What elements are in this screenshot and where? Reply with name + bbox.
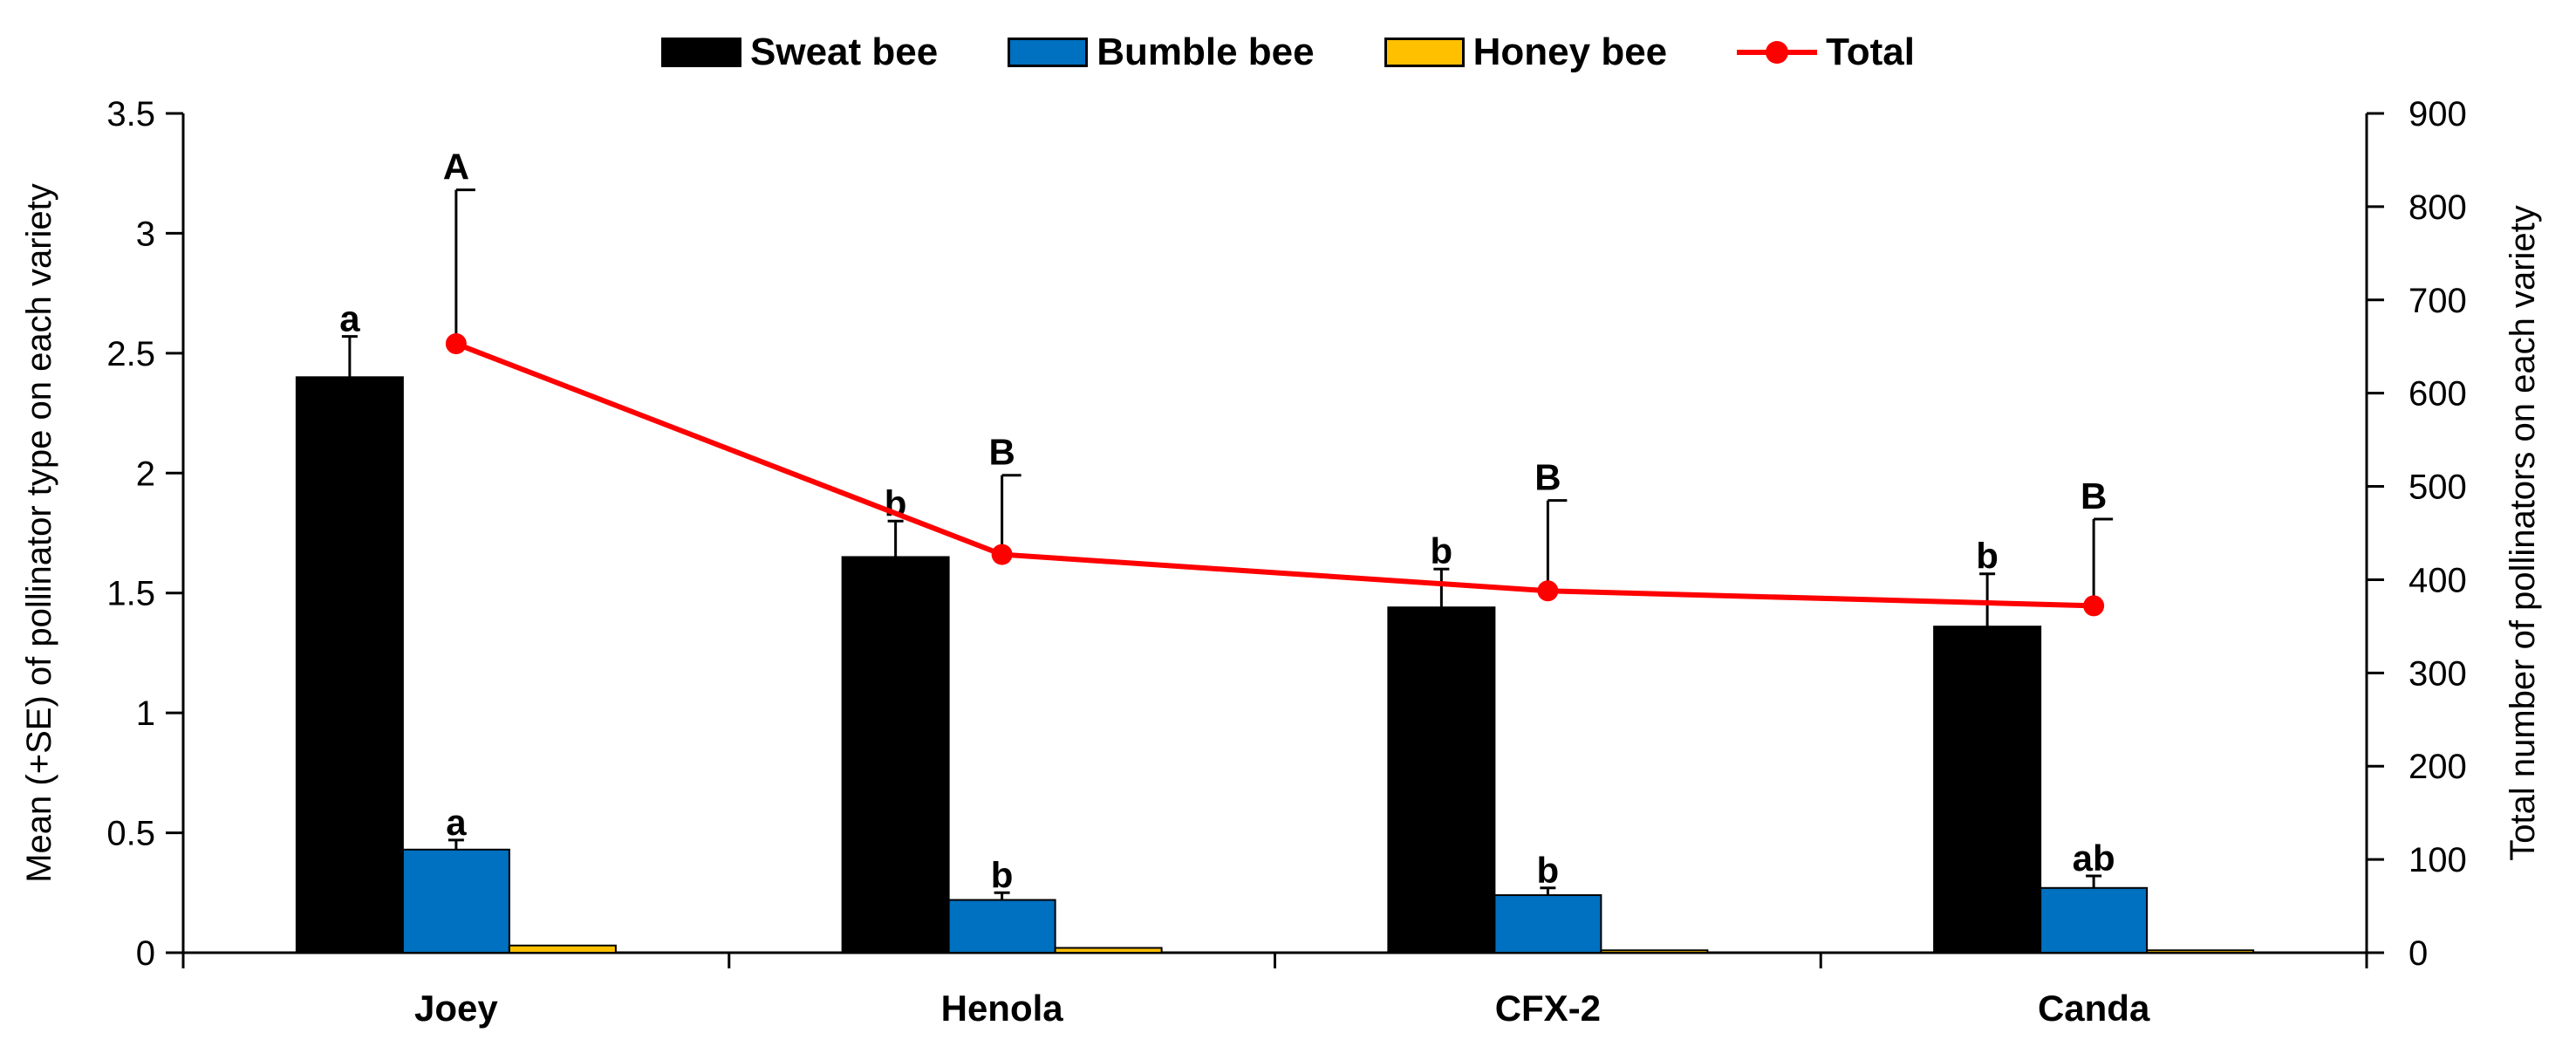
bar-sweat-bee (295, 376, 404, 954)
significance-letter-total: B (2081, 475, 2107, 516)
legend-label-sweat-bee: Sweat bee (750, 31, 939, 73)
significance-letter-bumble-bee: b (1537, 850, 1560, 891)
left-y-tick-label: 3 (136, 215, 155, 253)
bar-sweat-bee (841, 556, 950, 954)
bar-sweat-bee (1387, 606, 1496, 954)
right-y-tick-label: 600 (2409, 375, 2467, 414)
bar-honey-bee (1600, 949, 1709, 954)
legend-swatch-honey-bee (1384, 38, 1465, 67)
x-tick-label: CFX-2 (1495, 988, 1601, 1029)
legend-label-honey-bee: Honey bee (1472, 31, 1668, 73)
right-y-tick-label: 700 (2409, 282, 2467, 320)
left-y-tick-label: 1 (136, 694, 155, 733)
significance-letter-bumble-bee: b (991, 854, 1014, 895)
left-y-tick-label: 2.5 (106, 335, 155, 373)
right-y-tick-label: 300 (2409, 654, 2467, 693)
bar-sweat-bee (1933, 626, 2042, 954)
significance-letter-sweat-bee: b (1976, 536, 1999, 577)
legend-label-total: Total (1826, 31, 1915, 73)
legend-item-honey-bee: Honey bee (1384, 31, 1668, 74)
left-y-tick-label: 1.5 (106, 575, 155, 613)
right-y-tick-label: 800 (2409, 188, 2467, 227)
right-y-tick-label: 100 (2409, 841, 2467, 879)
left-y-tick-label: 0 (136, 934, 155, 973)
legend-item-total: Total (1737, 31, 1915, 74)
bar-bumble-bee (1493, 894, 1602, 954)
right-y-tick-label: 400 (2409, 561, 2467, 599)
significance-letter-sweat-bee: b (1431, 530, 1453, 571)
left-y-axis-title: Mean (+SE) of pollinator type on each va… (20, 183, 58, 883)
legend-item-bumble-bee: Bumble bee (1008, 31, 1315, 74)
bar-honey-bee (2146, 949, 2255, 954)
left-y-tick-label: 3.5 (106, 95, 155, 133)
point-total (991, 544, 1013, 565)
point-total (1537, 580, 1559, 602)
point-total (445, 333, 467, 355)
bar-honey-bee (508, 944, 617, 954)
bar-bumble-bee (947, 899, 1056, 954)
left-y-tick-label: 2 (136, 455, 155, 493)
x-tick-label: Henola (941, 988, 1064, 1029)
significance-letter-sweat-bee: a (339, 298, 360, 339)
x-tick-label: Canda (2038, 988, 2150, 1029)
significance-letter-total: A (443, 147, 469, 188)
significance-letter-bumble-bee: a (446, 802, 467, 843)
right-y-tick-label: 500 (2409, 468, 2467, 507)
left-y-tick-label: 0.5 (106, 815, 155, 853)
right-y-tick-label: 900 (2409, 95, 2467, 133)
significance-letter-total: B (988, 432, 1015, 473)
legend-line-total (1737, 38, 1818, 67)
point-total (2083, 595, 2105, 617)
right-y-axis-title: Total number of pollinators on each vari… (2504, 205, 2542, 861)
bar-bumble-bee (2040, 886, 2149, 954)
right-y-tick-label: 0 (2409, 934, 2428, 973)
right-y-tick-label: 200 (2409, 748, 2467, 786)
significance-letter-bumble-bee: ab (2073, 838, 2115, 879)
bar-honey-bee (1054, 947, 1163, 954)
legend-item-sweat-bee: Sweat bee (661, 31, 938, 74)
legend-swatch-sweat-bee (661, 38, 742, 67)
series-line-total (454, 341, 2094, 609)
legend-label-bumble-bee: Bumble bee (1097, 31, 1315, 73)
legend: Sweat bee Bumble bee Honey bee Total (0, 26, 2576, 79)
significance-letter-total: B (1534, 457, 1561, 498)
legend-swatch-bumble-bee (1008, 38, 1089, 67)
x-tick-label: Joey (414, 988, 498, 1029)
bar-bumble-bee (401, 848, 510, 954)
